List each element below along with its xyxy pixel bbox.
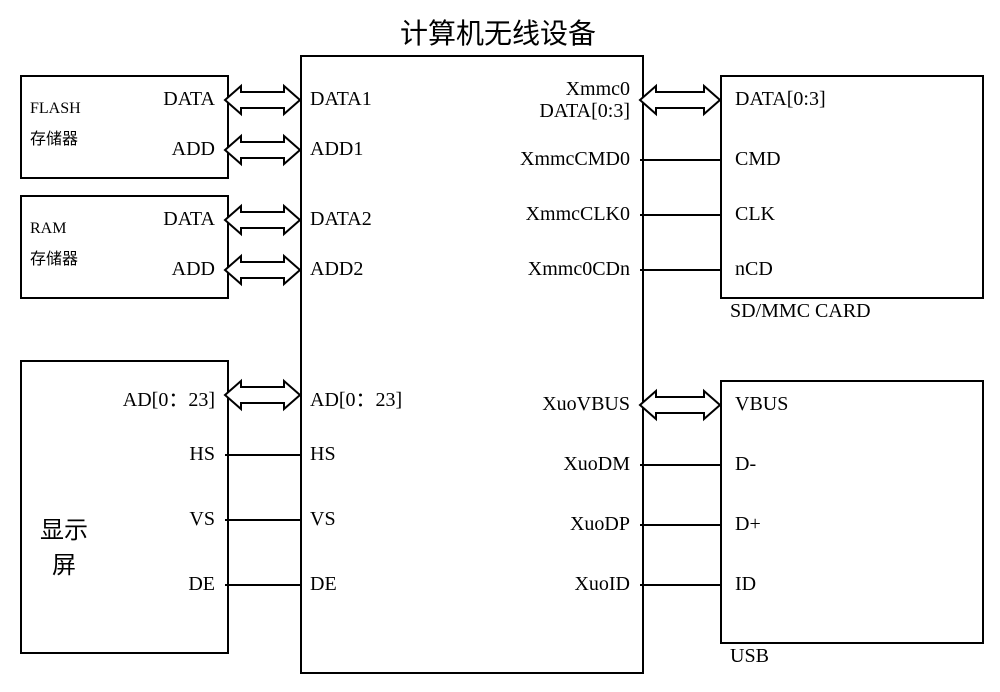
connectors-svg (0, 0, 1000, 692)
